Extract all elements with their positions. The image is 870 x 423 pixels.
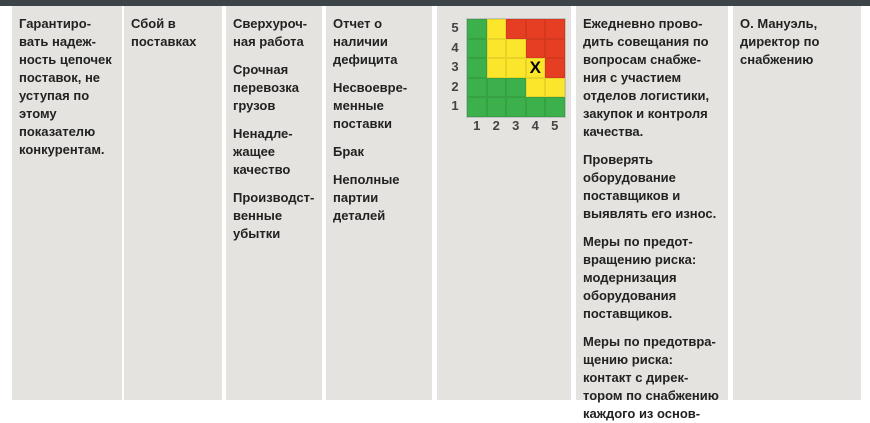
risk-cell (525, 38, 545, 58)
risk-cell (467, 38, 487, 58)
y-axis-label: 5 (451, 20, 459, 35)
cell-text: Ненадле-жащее качество (233, 126, 293, 177)
y-axis-label: 2 (451, 78, 459, 94)
risk-cell (506, 19, 526, 39)
risk-cell (486, 19, 506, 39)
cell-text: Отчет о наличии дефицита (333, 16, 398, 67)
risk-cell (467, 19, 487, 39)
indicators-column: Отчет о наличии дефицита Несвоевре-менные… (326, 6, 432, 400)
x-axis-label: 5 (551, 118, 559, 133)
table-header-bar (0, 0, 870, 6)
cell-text: О. Мануэль, директор по снабжению (740, 16, 820, 67)
cell-text: Сбой в поставках (131, 16, 197, 49)
x-axis-label: 2 (492, 118, 500, 133)
actions-column: Ежедневно прово-дить совещания по вопрос… (576, 6, 728, 421)
risk-cell (545, 58, 565, 78)
cell-text: Производст-венные убытки (233, 190, 315, 241)
risk-cell (486, 97, 506, 117)
risk-cell (545, 19, 565, 39)
risk-cell (506, 97, 526, 117)
owner-column: О. Мануэль, директор по снабжению (733, 6, 861, 400)
x-axis-label: 4 (531, 118, 539, 133)
risk-cell (545, 97, 565, 117)
risk-cell (525, 77, 545, 97)
risk-cell (467, 77, 487, 97)
cell-text: Меры по предотвра-щению риска: контакт с… (583, 334, 719, 421)
cell-text: Несвоевре-менные поставки (333, 80, 408, 131)
cell-text: Ежедневно прово-дить совещания по вопрос… (583, 16, 710, 139)
cell-text: Меры по предот-вращению риска: модерниза… (583, 234, 697, 321)
risk-cell (486, 58, 506, 78)
goal-column: Гарантиро-вать надеж-ность цепочек поста… (12, 6, 122, 400)
risk-cell (506, 38, 526, 58)
cell-text: Сверхуроч-ная работа (233, 16, 308, 49)
cell-text: Гарантиро-вать надеж-ность цепочек поста… (19, 16, 112, 157)
risk-cell (525, 97, 545, 117)
y-axis-label: 4 (451, 39, 459, 55)
risk-cell (525, 19, 545, 39)
y-axis-label: 3 (451, 59, 459, 74)
risk-cell (467, 97, 487, 117)
risk-cell (545, 38, 565, 58)
risk-cell (545, 77, 565, 97)
cell-text: Брак (333, 144, 365, 159)
x-axis-label: 3 (512, 118, 520, 133)
cell-text: Срочная перевозка грузов (233, 62, 300, 113)
risk-grid: X (466, 18, 566, 118)
cell-text: Проверять оборудование поставщиков и выя… (583, 152, 717, 221)
risk-column: Сбой в поставках (124, 6, 222, 400)
risk-cell (486, 38, 506, 58)
risk-marker: X (525, 58, 545, 78)
consequences-column: Сверхуроч-ная работа Срочная перевозка гр… (226, 6, 322, 400)
cell-text: Неполные партии деталей (333, 172, 400, 223)
x-axis-label: 1 (473, 118, 481, 133)
risk-cell (467, 58, 487, 78)
risk-cell (506, 77, 526, 97)
y-axis-label: 1 (451, 98, 459, 113)
risk-cell (486, 77, 506, 97)
risk-cell (506, 58, 526, 78)
